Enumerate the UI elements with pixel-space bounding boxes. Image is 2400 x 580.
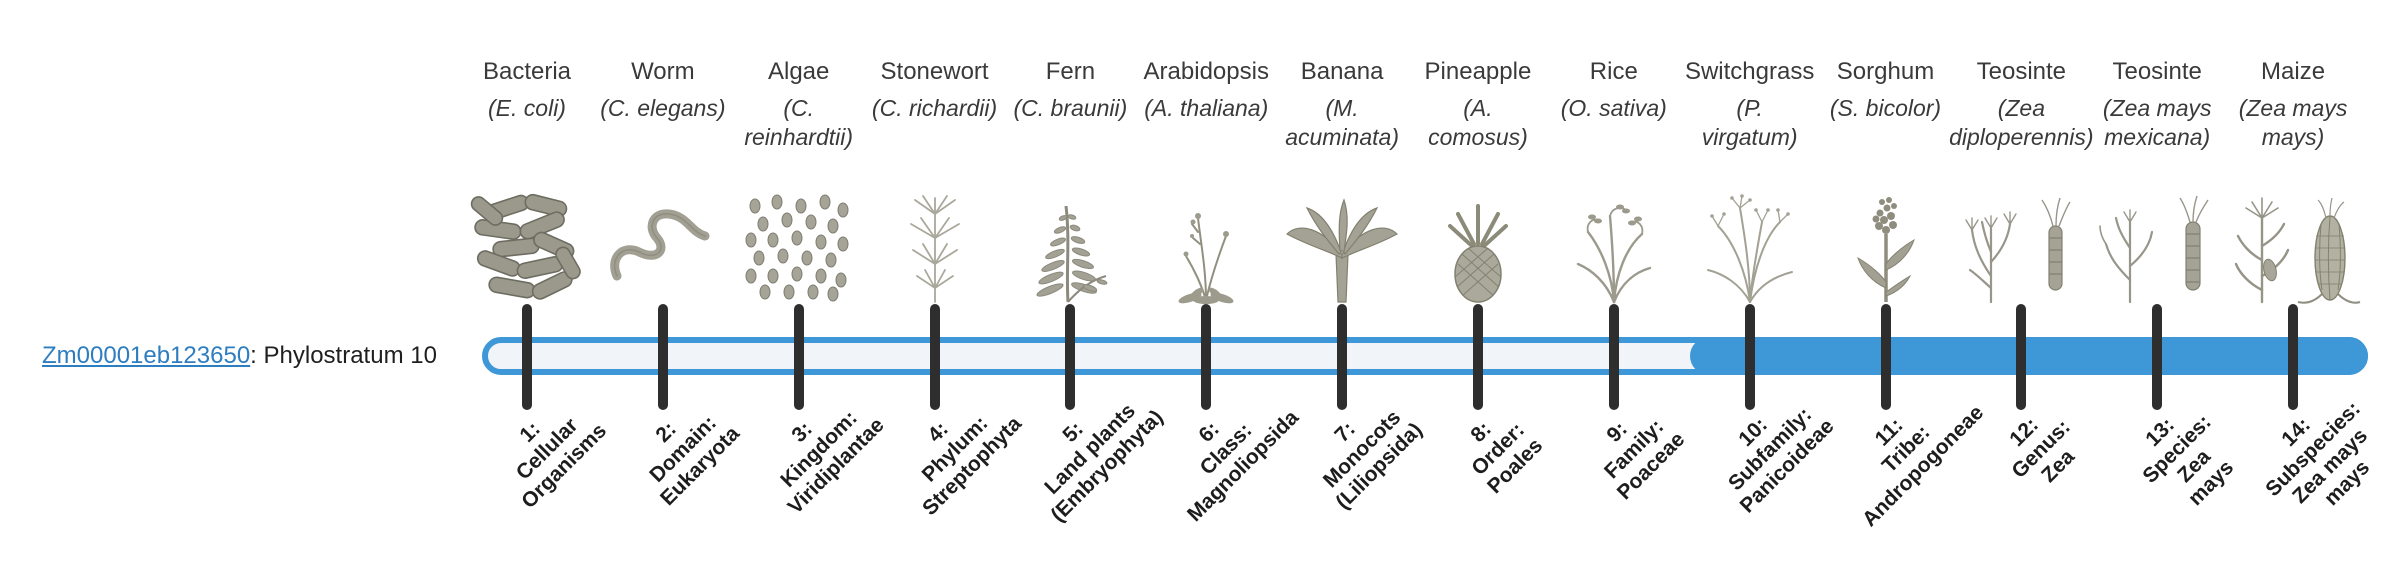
organism-scientific-name: (P. virgatum) (1701, 95, 1798, 150)
organism-scientific-name: (S. bicolor) (1829, 95, 1942, 121)
organism-scientific-name: (E. coli) (488, 95, 566, 121)
organism-column: Sorghum (S. bicolor) (1801, 56, 1971, 304)
organism-common-name: Banana (1300, 58, 1384, 85)
organism-scientific-name: (Zea mays mays) (2238, 95, 2348, 150)
organism-scientific-name: (Zea mays mexicana) (2102, 95, 2212, 150)
organism-common-name: Switchgrass (1684, 58, 1815, 85)
phylostratum-tick (1065, 304, 1076, 410)
teosinte-mexicana-icon (2082, 192, 2232, 304)
phylostratum-label: 2: Domain: Eukaryota (645, 411, 744, 511)
phylostratum-label: 1: Cellular Organisms (511, 413, 611, 513)
organism-common-name: Sorghum (1836, 58, 1935, 85)
organism-scientific-name: (O. sativa) (1560, 95, 1667, 121)
organism-column: Fern (C. braunii) (985, 56, 1155, 304)
organism-common-name: Teosinte (2112, 58, 2202, 85)
organism-scientific-name: (A. thaliana) (1144, 95, 1269, 121)
phylostratum-tick (1744, 304, 1755, 410)
gene-id-link[interactable]: Zm00001eb123650 (42, 342, 251, 369)
pineapple-icon (1418, 192, 1538, 304)
phylostratum-label: 7: Monocots (Liliopsida) (1319, 405, 1427, 514)
organism-column: Banana (M. acuminata) (1257, 56, 1427, 304)
phylostratum-tick (2152, 304, 2163, 410)
organism-scientific-name: (M. acuminata) (1285, 95, 1399, 150)
organism-column: Maize (Zea mays mays) (2208, 56, 2378, 304)
gene-phylostratum-text: : Phylostratum 10 (250, 342, 437, 369)
phylostratum-tick (2016, 304, 2027, 410)
organism-common-name: Pineapple (1424, 58, 1532, 85)
organism-common-name: Maize (2261, 58, 2326, 85)
organism-common-name: Stonewort (880, 58, 989, 85)
switchgrass-icon (1690, 192, 1810, 304)
phylostratum-tick (1472, 304, 1483, 410)
organism-common-name: Rice (1589, 58, 1638, 85)
gene-label: Zm00001eb123650: Phylostratum 10 (42, 342, 437, 370)
organism-scientific-name: (C. braunii) (1013, 95, 1128, 121)
organism-column: Switchgrass (P. virgatum) (1665, 56, 1835, 304)
phylostratum-label: 6: Class: Magnoliopsida (1183, 405, 1304, 527)
phylostratum-label: 9: Family: Poaceae (1599, 414, 1690, 505)
timeline-fill (1689, 337, 2368, 375)
sorghum-icon (1826, 192, 1946, 304)
phylostratum-label: 10: Subfamily: Panicoideae (1723, 403, 1839, 518)
phylostratum-label: 5: Land plants (Embryophyta) (1040, 399, 1168, 527)
phylostratum-label: 8: Order: Poales (1466, 417, 1548, 499)
organism-scientific-name: (C. elegans) (600, 95, 726, 121)
organism-scientific-name: (C. reinhardtii) (744, 95, 854, 150)
worm-icon (603, 192, 723, 304)
phylostratum-tick (522, 304, 532, 410)
organism-common-name: Teosinte (1976, 58, 2067, 85)
fern-icon (1010, 192, 1130, 304)
banana-icon (1277, 192, 1407, 304)
teosinte-diploperennis-icon (1946, 192, 2096, 304)
phylostratum-tick (1608, 304, 1619, 410)
algae-icon (739, 192, 859, 304)
organism-column: Worm (C. elegans) (578, 56, 748, 304)
organism-common-name: Worm (631, 58, 695, 85)
organism-column: Teosinte (Zea mays mexicana) (2072, 56, 2242, 304)
organism-column: Arabidopsis (A. thaliana) (1121, 56, 1291, 304)
phylostratum-tick (793, 304, 804, 410)
arabidopsis-icon (1146, 192, 1266, 304)
phylostratum-tick (929, 304, 940, 410)
phylostratum-tick (2288, 304, 2299, 410)
organism-common-name: Arabidopsis (1143, 58, 1269, 85)
organism-column: Stonewort (C. richardii) (850, 56, 1020, 304)
organism-common-name: Algae (767, 58, 830, 85)
organism-column: Teosinte (Zea diploperennis) (1936, 56, 2106, 304)
rice-icon (1554, 192, 1674, 304)
phylostratum-label: 3: Kingdom: Viridiplantae (776, 406, 889, 519)
phylostratum-label: 4: Phylum: Streptophyta (917, 411, 1026, 521)
organism-common-name: Fern (1045, 58, 1096, 85)
organism-column: Bacteria (E. coli) (442, 56, 612, 304)
organism-column: Pineapple (A. comosus) (1393, 56, 1563, 304)
organism-scientific-name: (Zea diploperennis) (1949, 95, 2094, 150)
stonewort-icon (875, 192, 995, 304)
organism-common-name: Bacteria (482, 58, 572, 85)
organism-scientific-name: (C. richardii) (871, 95, 998, 121)
maize-icon (2218, 192, 2368, 304)
organism-column: Algae (C. reinhardtii) (714, 56, 884, 304)
bacteria-icon (467, 192, 587, 304)
phylostratum-label: 11: Tribe: Andropogoneae (1857, 401, 1988, 532)
phylostratum-tick (657, 304, 668, 410)
organism-scientific-name: (A. comosus) (1428, 95, 1528, 150)
phylostratum-tick (1201, 304, 1212, 410)
phylostratum-tick (1337, 304, 1348, 410)
phylostratum-tick (1880, 304, 1891, 410)
organism-column: Rice (O. sativa) (1529, 56, 1699, 304)
